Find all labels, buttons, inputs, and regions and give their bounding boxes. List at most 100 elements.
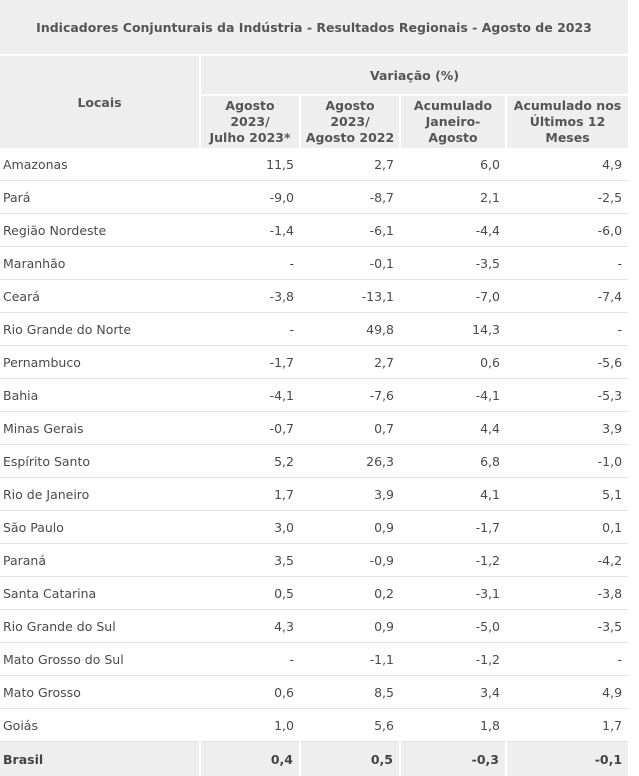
table-header: Indicadores Conjunturais da Indústria - … <box>0 0 628 148</box>
row-value: -1,2 <box>400 544 506 577</box>
row-value: 0,9 <box>300 511 400 544</box>
row-value: -3,1 <box>400 577 506 610</box>
row-location: Rio de Janeiro <box>0 478 200 511</box>
table-row: Ceará-3,8-13,1-7,0-7,4 <box>0 280 628 313</box>
row-location: Região Nordeste <box>0 214 200 247</box>
row-value: -3,5 <box>506 610 628 643</box>
row-value: -3,8 <box>200 280 300 313</box>
row-value: -4,4 <box>400 214 506 247</box>
variacao-group-header: Variação (%) <box>200 55 628 95</box>
row-value: -7,0 <box>400 280 506 313</box>
table-row: Região Nordeste-1,4-6,1-4,4-6,0 <box>0 214 628 247</box>
row-value: 14,3 <box>400 313 506 346</box>
row-value: -3,8 <box>506 577 628 610</box>
row-value: 0,9 <box>300 610 400 643</box>
row-value: 4,9 <box>506 676 628 709</box>
column-header-year-over-year: Agosto 2023/Agosto 2022 <box>300 95 400 148</box>
row-value: 26,3 <box>300 445 400 478</box>
row-value: 3,9 <box>506 412 628 445</box>
row-value: - <box>200 313 300 346</box>
row-value: - <box>506 643 628 676</box>
row-location: Pernambuco <box>0 346 200 379</box>
row-value: -1,7 <box>200 346 300 379</box>
row-value: 3,5 <box>200 544 300 577</box>
row-value: - <box>200 643 300 676</box>
row-value: -2,5 <box>506 181 628 214</box>
row-value: 1,7 <box>200 478 300 511</box>
row-value: -4,2 <box>506 544 628 577</box>
row-location: Paraná <box>0 544 200 577</box>
row-value: 11,5 <box>200 148 300 181</box>
row-value: -6,1 <box>300 214 400 247</box>
row-value: -7,6 <box>300 379 400 412</box>
row-value: 0,1 <box>506 511 628 544</box>
total-value: 0,5 <box>300 742 400 776</box>
row-value: 5,2 <box>200 445 300 478</box>
row-value: 0,7 <box>300 412 400 445</box>
row-value: - <box>506 247 628 280</box>
row-location: Bahia <box>0 379 200 412</box>
row-value: -5,6 <box>506 346 628 379</box>
row-value: 0,6 <box>200 676 300 709</box>
table-row: Bahia-4,1-7,6-4,1-5,3 <box>0 379 628 412</box>
row-value: 4,3 <box>200 610 300 643</box>
row-value: -6,0 <box>506 214 628 247</box>
row-value: 4,1 <box>400 478 506 511</box>
row-value: 1,8 <box>400 709 506 742</box>
row-value: 6,8 <box>400 445 506 478</box>
row-value: - <box>506 313 628 346</box>
row-value: -7,4 <box>506 280 628 313</box>
row-location: Goiás <box>0 709 200 742</box>
table-row: Maranhão--0,1-3,5- <box>0 247 628 280</box>
row-value: -1,1 <box>300 643 400 676</box>
row-value: 2,7 <box>300 346 400 379</box>
row-value: -9,0 <box>200 181 300 214</box>
row-value: -1,4 <box>200 214 300 247</box>
row-value: 49,8 <box>300 313 400 346</box>
row-value: 5,6 <box>300 709 400 742</box>
total-value: 0,4 <box>200 742 300 776</box>
row-location: Santa Catarina <box>0 577 200 610</box>
row-location: Mato Grosso do Sul <box>0 643 200 676</box>
row-value: -4,1 <box>200 379 300 412</box>
row-value: -1,7 <box>400 511 506 544</box>
row-location: Rio Grande do Norte <box>0 313 200 346</box>
total-value: -0,3 <box>400 742 506 776</box>
table-title: Indicadores Conjunturais da Indústria - … <box>0 0 628 55</box>
locais-column-header: Locais <box>0 55 200 148</box>
row-value: 0,5 <box>200 577 300 610</box>
row-value: 4,9 <box>506 148 628 181</box>
row-value: -0,1 <box>300 247 400 280</box>
row-location: Maranhão <box>0 247 200 280</box>
row-value: 5,1 <box>506 478 628 511</box>
row-value: 3,4 <box>400 676 506 709</box>
row-location: Ceará <box>0 280 200 313</box>
row-value: - <box>200 247 300 280</box>
row-location: Minas Gerais <box>0 412 200 445</box>
row-value: -8,7 <box>300 181 400 214</box>
row-value: 3,0 <box>200 511 300 544</box>
row-value: -1,2 <box>400 643 506 676</box>
row-location: Pará <box>0 181 200 214</box>
row-value: -5,3 <box>506 379 628 412</box>
row-value: 2,7 <box>300 148 400 181</box>
row-value: -13,1 <box>300 280 400 313</box>
row-value: 0,6 <box>400 346 506 379</box>
total-value: -0,1 <box>506 742 628 776</box>
